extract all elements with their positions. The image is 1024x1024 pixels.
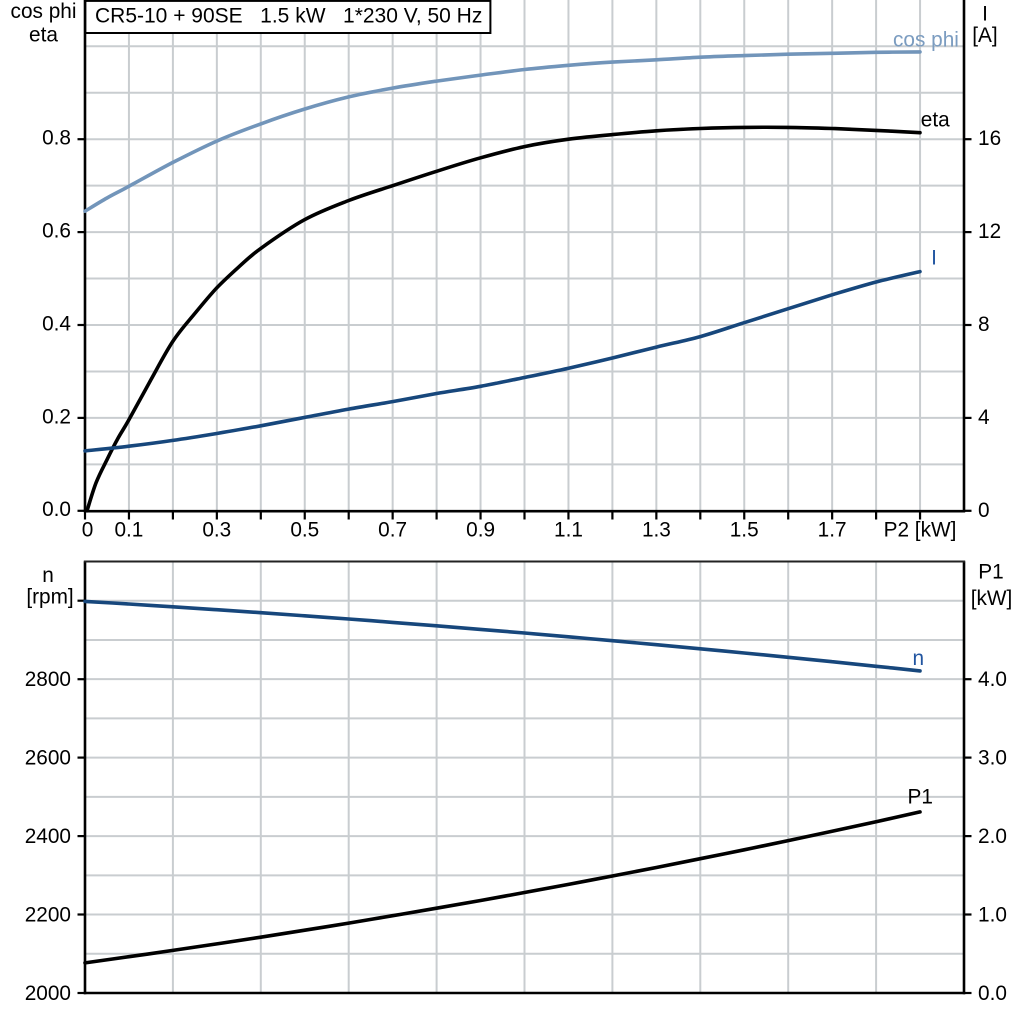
svg-text:2400: 2400 — [25, 825, 71, 848]
svg-text:0: 0 — [978, 499, 990, 522]
svg-text:0.3: 0.3 — [202, 518, 231, 541]
svg-text:2.0: 2.0 — [978, 825, 1007, 848]
svg-text:1.7: 1.7 — [818, 518, 847, 541]
svg-text:P2 [kW]: P2 [kW] — [884, 518, 957, 541]
svg-text:2200: 2200 — [25, 903, 71, 926]
svg-text:cos phi: cos phi — [893, 29, 959, 52]
svg-text:0.8: 0.8 — [42, 127, 71, 150]
svg-text:n: n — [913, 647, 925, 670]
svg-text:eta: eta — [29, 24, 58, 47]
svg-text:0.2: 0.2 — [42, 405, 71, 428]
svg-text:4.0: 4.0 — [978, 668, 1007, 691]
svg-text:0.7: 0.7 — [378, 518, 407, 541]
svg-text:I: I — [982, 3, 988, 26]
svg-text:1.3: 1.3 — [642, 518, 671, 541]
svg-text:8: 8 — [978, 313, 990, 336]
svg-text:0.6: 0.6 — [42, 220, 71, 243]
svg-text:[kW]: [kW] — [971, 587, 1013, 610]
svg-text:0.9: 0.9 — [466, 518, 495, 541]
svg-text:n: n — [42, 564, 54, 587]
svg-text:0.0: 0.0 — [978, 982, 1007, 1005]
svg-text:P1: P1 — [978, 561, 1003, 584]
svg-text:12: 12 — [978, 220, 1001, 243]
svg-text:2800: 2800 — [25, 668, 71, 691]
svg-text:2000: 2000 — [25, 982, 71, 1005]
svg-text:1.0: 1.0 — [978, 903, 1007, 926]
svg-text:1.5: 1.5 — [730, 518, 759, 541]
svg-text:CR5-10 + 90SE 1.5 kW 1*230: CR5-10 + 90SE 1.5 kW 1*230 V, 50 Hz — [95, 4, 482, 27]
svg-text:3.0: 3.0 — [978, 746, 1007, 769]
svg-text:I: I — [931, 247, 937, 270]
svg-text:[rpm]: [rpm] — [26, 585, 73, 608]
svg-text:eta: eta — [921, 109, 950, 132]
svg-text:2600: 2600 — [25, 746, 71, 769]
svg-text:P1: P1 — [908, 786, 933, 809]
svg-text:0.1: 0.1 — [114, 518, 143, 541]
svg-text:0: 0 — [82, 518, 94, 541]
svg-text:[A]: [A] — [972, 24, 997, 47]
svg-text:0.0: 0.0 — [42, 498, 71, 521]
svg-text:0.4: 0.4 — [42, 312, 71, 335]
svg-text:4: 4 — [978, 406, 990, 429]
svg-text:1.1: 1.1 — [554, 518, 583, 541]
svg-text:cos phi: cos phi — [11, 0, 77, 23]
svg-text:0.5: 0.5 — [290, 518, 319, 541]
svg-text:16: 16 — [978, 127, 1001, 150]
